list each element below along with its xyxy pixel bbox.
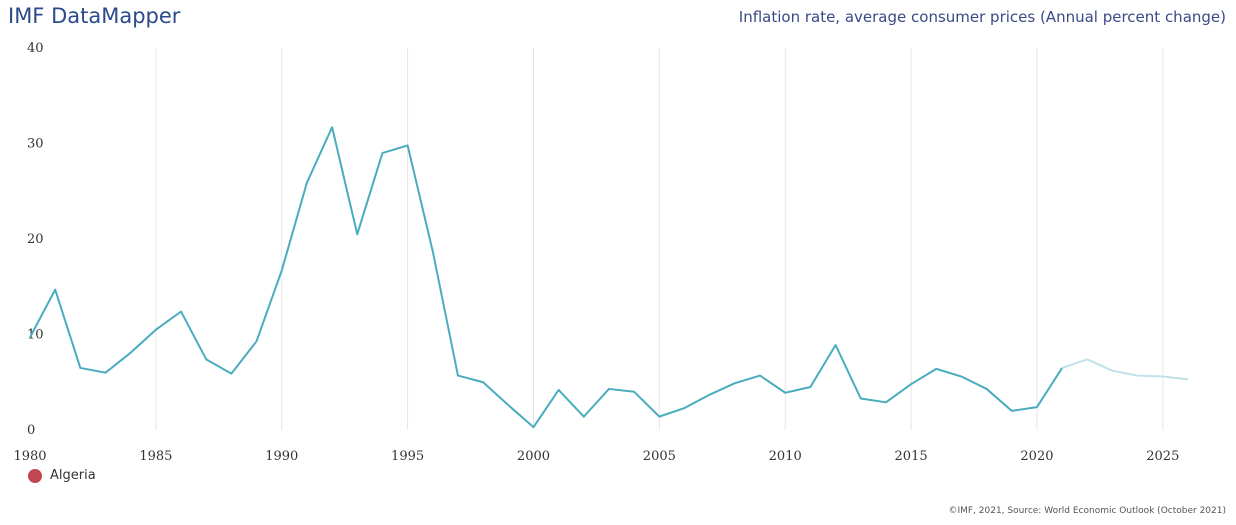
source-credit: ©IMF, 2021, Source: World Economic Outlo… (948, 506, 1226, 516)
brand-title: IMF DataMapper (8, 4, 181, 28)
x-tick-label: 1995 (391, 449, 424, 464)
series-line-algeria[interactable] (29, 126, 1063, 429)
y-tick-label: 20 (27, 232, 44, 247)
chart-title: Inflation rate, average consumer prices … (738, 8, 1226, 26)
series-line-projection[interactable] (1061, 358, 1189, 381)
x-tick-label: 2020 (1020, 449, 1053, 464)
y-tick-label: 0 (27, 423, 35, 438)
x-tick-label: 1990 (265, 449, 298, 464)
x-tick-label: 2015 (895, 449, 928, 464)
x-tick-label: 1985 (139, 449, 172, 464)
y-tick-label: 10 (27, 328, 44, 343)
x-tick-label: 2005 (643, 449, 676, 464)
x-tick-label: 2000 (517, 449, 550, 464)
y-tick-label: 30 (27, 137, 44, 152)
x-tick-label: 2010 (769, 449, 802, 464)
legend-marker-icon (28, 468, 42, 483)
x-tick-label: 2025 (1146, 449, 1179, 464)
legend[interactable]: Algeria (28, 468, 96, 483)
y-tick-label: 40 (27, 41, 44, 56)
legend-label-algeria: Algeria (50, 468, 96, 483)
x-tick-label: 1980 (13, 449, 46, 464)
